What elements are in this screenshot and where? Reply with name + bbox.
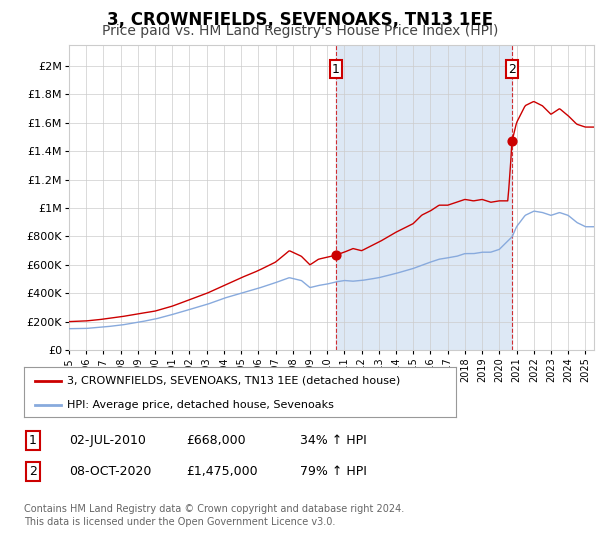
Text: Price paid vs. HM Land Registry's House Price Index (HPI): Price paid vs. HM Land Registry's House … — [102, 24, 498, 38]
Bar — [336, 45, 512, 350]
Text: £668,000: £668,000 — [186, 434, 245, 447]
Point — [331, 251, 341, 260]
Text: 1: 1 — [332, 63, 340, 76]
Text: 02-JUL-2010: 02-JUL-2010 — [69, 434, 146, 447]
Text: Contains HM Land Registry data © Crown copyright and database right 2024.
This d: Contains HM Land Registry data © Crown c… — [24, 504, 404, 527]
Point — [508, 136, 517, 145]
Text: 34% ↑ HPI: 34% ↑ HPI — [300, 434, 367, 447]
Text: 2: 2 — [29, 465, 37, 478]
Text: 1: 1 — [29, 434, 37, 447]
Text: 79% ↑ HPI: 79% ↑ HPI — [300, 465, 367, 478]
Text: 08-OCT-2020: 08-OCT-2020 — [69, 465, 151, 478]
Text: 3, CROWNFIELDS, SEVENOAKS, TN13 1EE: 3, CROWNFIELDS, SEVENOAKS, TN13 1EE — [107, 11, 493, 29]
Text: £1,475,000: £1,475,000 — [186, 465, 257, 478]
Text: 2: 2 — [508, 63, 516, 76]
Text: 3, CROWNFIELDS, SEVENOAKS, TN13 1EE (detached house): 3, CROWNFIELDS, SEVENOAKS, TN13 1EE (det… — [67, 376, 400, 386]
Text: HPI: Average price, detached house, Sevenoaks: HPI: Average price, detached house, Seve… — [67, 400, 334, 409]
